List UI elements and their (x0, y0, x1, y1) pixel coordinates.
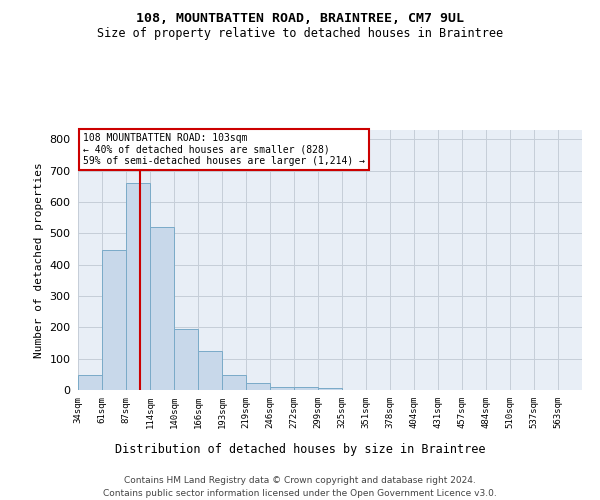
Text: 108, MOUNTBATTEN ROAD, BRAINTREE, CM7 9UL: 108, MOUNTBATTEN ROAD, BRAINTREE, CM7 9U… (136, 12, 464, 26)
Text: Contains public sector information licensed under the Open Government Licence v3: Contains public sector information licen… (103, 489, 497, 498)
Bar (270, 387, 294, 390)
Y-axis label: Number of detached properties: Number of detached properties (34, 162, 44, 358)
Bar (294, 387, 318, 390)
Text: Size of property relative to detached houses in Braintree: Size of property relative to detached ho… (97, 28, 503, 40)
Bar (246, 383, 270, 390)
Bar (198, 351, 222, 390)
Bar (150, 227, 174, 390)
Bar (318, 388, 342, 390)
Bar (222, 376, 246, 390)
Bar (174, 328, 198, 390)
Text: Distribution of detached houses by size in Braintree: Distribution of detached houses by size … (115, 442, 485, 456)
Bar (102, 250, 126, 390)
Bar (126, 183, 150, 390)
Bar (78, 376, 102, 390)
Text: Contains HM Land Registry data © Crown copyright and database right 2024.: Contains HM Land Registry data © Crown c… (124, 476, 476, 485)
Text: 108 MOUNTBATTEN ROAD: 103sqm
← 40% of detached houses are smaller (828)
59% of s: 108 MOUNTBATTEN ROAD: 103sqm ← 40% of de… (83, 132, 365, 166)
